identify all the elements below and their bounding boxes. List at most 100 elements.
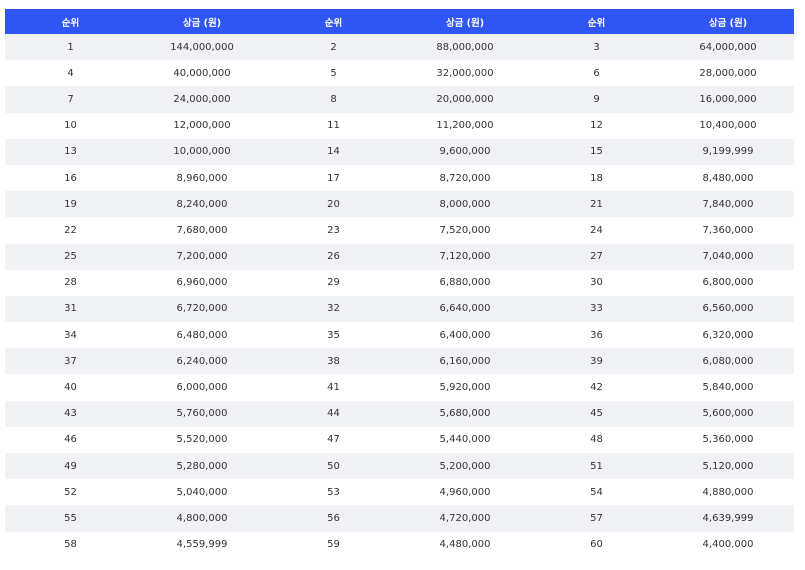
- table-row: 37 6,240,000 38 6,160,000 39 6,080,000: [5, 348, 794, 375]
- rank-cell: 49: [5, 453, 136, 480]
- prize-cell: 7,360,000: [662, 217, 794, 244]
- rank-cell: 1: [5, 34, 136, 61]
- rank-cell: 20: [268, 191, 399, 218]
- table-header: 순위 상금 (원) 순위 상금 (원) 순위 상금 (원): [5, 9, 794, 34]
- prize-cell: 6,000,000: [136, 374, 268, 401]
- prize-cell: 11,200,000: [399, 112, 531, 139]
- table-row: 58 4,559,999 59 4,480,000 60 4,400,000: [5, 531, 794, 558]
- prize-cell: 10,000,000: [136, 138, 268, 165]
- rank-cell: 46: [5, 426, 136, 453]
- prize-cell: 6,400,000: [399, 322, 531, 349]
- rank-cell: 40: [5, 374, 136, 401]
- prize-cell: 5,520,000: [136, 426, 268, 453]
- rank-cell: 10: [5, 112, 136, 139]
- rank-cell: 23: [268, 217, 399, 244]
- prize-cell: 6,480,000: [136, 322, 268, 349]
- table-row: 43 5,760,000 44 5,680,000 45 5,600,000: [5, 400, 794, 427]
- prize-cell: 7,200,000: [136, 243, 268, 270]
- rank-cell: 52: [5, 479, 136, 506]
- table-row: 55 4,800,000 56 4,720,000 57 4,639,999: [5, 505, 794, 532]
- prize-cell: 4,880,000: [662, 479, 794, 506]
- prize-cell: 4,800,000: [136, 505, 268, 532]
- prize-cell: 9,600,000: [399, 138, 531, 165]
- table-row: 31 6,720,000 32 6,640,000 33 6,560,000: [5, 295, 794, 323]
- prize-cell: 40,000,000: [136, 60, 268, 87]
- prize-cell: 5,840,000: [662, 374, 794, 401]
- rank-cell: 35: [268, 322, 399, 349]
- rank-cell: 3: [531, 34, 662, 61]
- prize-cell: 8,000,000: [399, 191, 531, 218]
- rank-cell: 24: [531, 217, 662, 244]
- rank-cell: 27: [531, 243, 662, 270]
- prize-cell: 5,920,000: [399, 374, 531, 401]
- rank-cell: 29: [268, 269, 399, 296]
- header-prize: 상금 (원): [399, 9, 531, 34]
- header-prize: 상금 (원): [662, 9, 794, 34]
- prize-cell: 8,240,000: [136, 191, 268, 218]
- table-row: 52 5,040,000 53 4,960,000 54 4,880,000: [5, 479, 794, 506]
- rank-cell: 17: [268, 164, 399, 192]
- rank-cell: 37: [5, 348, 136, 375]
- header-prize: 상금 (원): [136, 9, 268, 34]
- rank-cell: 58: [5, 531, 136, 558]
- rank-cell: 15: [531, 138, 662, 165]
- rank-cell: 8: [268, 86, 399, 113]
- prize-cell: 5,200,000: [399, 453, 531, 480]
- prize-cell: 5,360,000: [662, 426, 794, 453]
- table-row: 13 10,000,000 14 9,600,000 15 9,199,999: [5, 138, 794, 165]
- rank-cell: 6: [531, 60, 662, 87]
- prize-cell: 4,480,000: [399, 531, 531, 558]
- rank-cell: 32: [268, 295, 399, 323]
- rank-cell: 53: [268, 479, 399, 506]
- rank-cell: 38: [268, 348, 399, 375]
- prize-cell: 6,240,000: [136, 348, 268, 375]
- prize-cell: 5,680,000: [399, 400, 531, 427]
- header-row: 순위 상금 (원) 순위 상금 (원) 순위 상금 (원): [5, 9, 794, 34]
- prize-cell: 5,280,000: [136, 453, 268, 480]
- rank-cell: 18: [531, 164, 662, 192]
- table-row: 1 144,000,000 2 88,000,000 3 64,000,000: [5, 34, 794, 61]
- prize-cell: 9,199,999: [662, 138, 794, 165]
- rank-cell: 33: [531, 295, 662, 323]
- table-row: 34 6,480,000 35 6,400,000 36 6,320,000: [5, 322, 794, 349]
- rank-cell: 42: [531, 374, 662, 401]
- prize-cell: 5,600,000: [662, 400, 794, 427]
- rank-cell: 34: [5, 322, 136, 349]
- rank-cell: 21: [531, 191, 662, 218]
- prize-cell: 88,000,000: [399, 34, 531, 61]
- prize-cell: 16,000,000: [662, 86, 794, 113]
- prize-cell: 144,000,000: [136, 34, 268, 61]
- rank-cell: 41: [268, 374, 399, 401]
- rank-cell: 5: [268, 60, 399, 87]
- rank-cell: 26: [268, 243, 399, 270]
- rank-cell: 45: [531, 400, 662, 427]
- table-row: 16 8,960,000 17 8,720,000 18 8,480,000: [5, 164, 794, 192]
- rank-cell: 56: [268, 505, 399, 532]
- prize-cell: 6,080,000: [662, 348, 794, 375]
- table-row: 25 7,200,000 26 7,120,000 27 7,040,000: [5, 243, 794, 270]
- prize-cell: 64,000,000: [662, 34, 794, 61]
- prize-cell: 4,960,000: [399, 479, 531, 506]
- header-rank: 순위: [531, 9, 662, 34]
- prize-cell: 7,520,000: [399, 217, 531, 244]
- rank-cell: 22: [5, 217, 136, 244]
- rank-cell: 28: [5, 269, 136, 296]
- prize-cell: 7,040,000: [662, 243, 794, 270]
- prize-cell: 4,400,000: [662, 531, 794, 558]
- prize-cell: 6,320,000: [662, 322, 794, 349]
- table-row: 19 8,240,000 20 8,000,000 21 7,840,000: [5, 191, 794, 218]
- rank-cell: 2: [268, 34, 399, 61]
- rank-cell: 47: [268, 426, 399, 453]
- rank-cell: 51: [531, 453, 662, 480]
- prize-cell: 6,560,000: [662, 295, 794, 323]
- prize-cell: 5,440,000: [399, 426, 531, 453]
- rank-cell: 9: [531, 86, 662, 113]
- prize-cell: 8,480,000: [662, 164, 794, 192]
- rank-cell: 60: [531, 531, 662, 558]
- rank-cell: 25: [5, 243, 136, 270]
- rank-cell: 55: [5, 505, 136, 532]
- prize-cell: 6,720,000: [136, 295, 268, 323]
- table-row: 28 6,960,000 29 6,880,000 30 6,800,000: [5, 269, 794, 296]
- rank-cell: 7: [5, 86, 136, 113]
- rank-cell: 14: [268, 138, 399, 165]
